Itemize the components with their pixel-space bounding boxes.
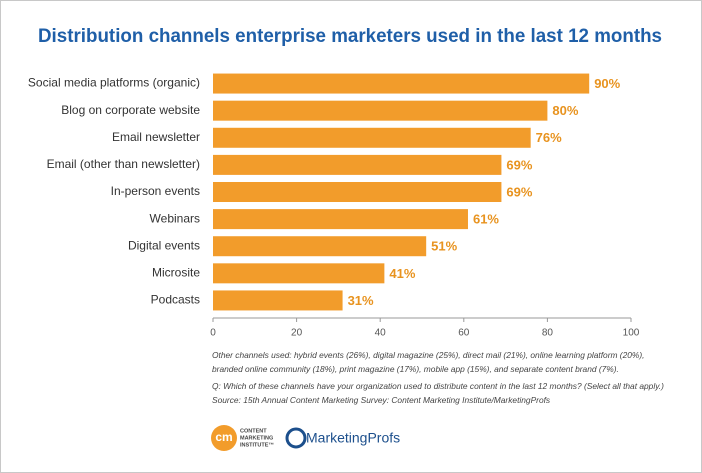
y-tick-label: Microsite <box>152 266 200 280</box>
y-tick-label: Email (other than newsletter) <box>47 157 200 171</box>
y-tick-label: Digital events <box>128 238 200 252</box>
cmi-logo-mark: cm <box>215 430 232 444</box>
y-tick-label: Webinars <box>150 211 200 225</box>
x-tick-label: 0 <box>210 328 216 339</box>
cmi-logo-text: INSTITUTE™ <box>240 442 274 448</box>
y-tick-label: Email newsletter <box>112 130 200 144</box>
bar <box>213 209 468 230</box>
cmi-logo-text: CONTENT <box>240 428 267 434</box>
x-tick-label: 80 <box>542 328 554 339</box>
value-label: 69% <box>506 184 532 199</box>
x-tick-label: 100 <box>623 328 640 339</box>
value-label: 31% <box>348 293 374 308</box>
value-label: 61% <box>473 212 499 227</box>
cmi-logo-text: MARKETING <box>240 435 273 441</box>
y-tick-label: Social media platforms (organic) <box>28 76 200 90</box>
bar <box>213 182 502 202</box>
footnote: Source: 15th Annual Content Marketing Su… <box>212 395 551 405</box>
bar <box>213 100 548 121</box>
x-tick-label: 60 <box>458 328 470 339</box>
bar <box>213 154 502 175</box>
value-label: 41% <box>389 266 415 281</box>
value-label: 69% <box>506 157 532 172</box>
bar <box>213 127 531 148</box>
cmi-logo-icon <box>211 425 237 451</box>
mprofs-logo-text: MarketingProfs <box>306 430 400 446</box>
x-tick-label: 40 <box>375 328 387 339</box>
value-label: 76% <box>536 130 562 145</box>
y-tick-label: Blog on corporate website <box>61 103 200 117</box>
footnote: Q: Which of these channels have your org… <box>212 381 664 391</box>
mprofs-logo-icon <box>285 427 307 449</box>
chart-title: Distribution channels enterprise markete… <box>38 26 662 47</box>
x-tick-label: 20 <box>291 328 303 339</box>
value-label: 51% <box>431 239 457 254</box>
y-tick-label: Podcasts <box>151 293 200 307</box>
footnote: Other channels used: hybrid events (26%)… <box>212 350 644 360</box>
y-tick-label: In-person events <box>111 184 200 198</box>
bar <box>213 236 427 257</box>
bar <box>213 73 590 94</box>
footnote: branded online community (18%), print ma… <box>212 364 619 374</box>
bar <box>213 263 385 284</box>
value-label: 80% <box>552 103 578 118</box>
bar <box>213 290 343 311</box>
value-label: 90% <box>594 76 620 91</box>
